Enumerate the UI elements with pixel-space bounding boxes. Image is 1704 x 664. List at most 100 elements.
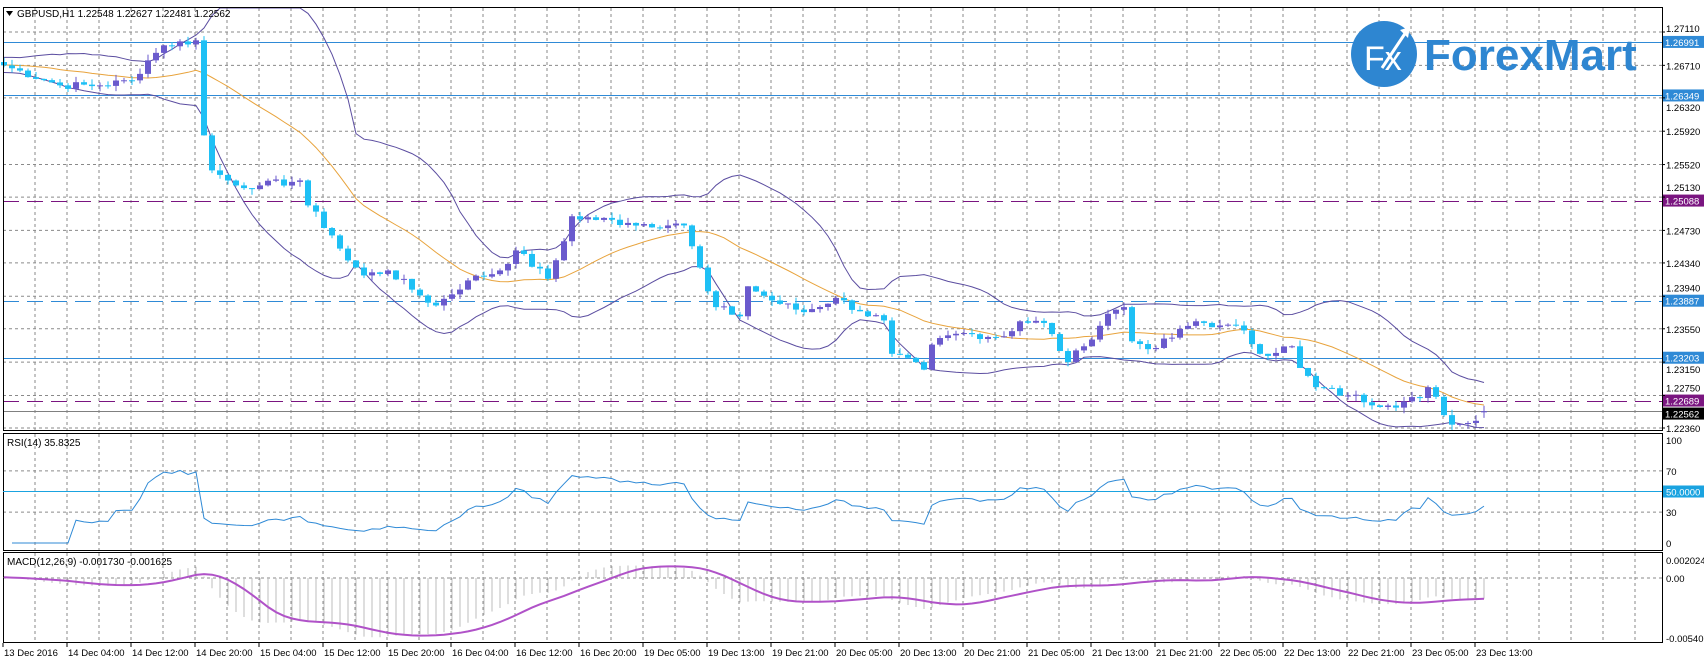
price-tick-label: 1.26320 xyxy=(1666,103,1700,114)
candle xyxy=(545,264,551,281)
candle xyxy=(713,290,719,311)
candle xyxy=(465,278,471,291)
candle-body xyxy=(1033,320,1039,323)
candle xyxy=(1121,302,1127,316)
candle-body xyxy=(1225,324,1231,326)
candle xyxy=(425,294,431,307)
level-price-label-box xyxy=(1663,394,1704,407)
candle xyxy=(1057,332,1063,352)
candle xyxy=(25,68,31,78)
candle xyxy=(9,59,15,73)
candle xyxy=(921,360,927,371)
candle-body xyxy=(1425,387,1431,398)
candle-body xyxy=(953,333,959,336)
candle-body xyxy=(1457,423,1463,425)
candle xyxy=(689,224,695,250)
time-tick-label: 15 Dec 12:00 xyxy=(324,648,381,659)
candle xyxy=(961,329,967,336)
candle-body xyxy=(297,180,303,182)
candle-body xyxy=(785,303,791,305)
candle xyxy=(793,297,799,315)
candle-body xyxy=(665,225,671,229)
candle xyxy=(1161,333,1167,349)
candle-body xyxy=(9,65,15,69)
candle-body xyxy=(1249,330,1255,345)
candle-body xyxy=(169,45,175,47)
candle xyxy=(281,175,287,188)
rsi-title: RSI(14) 35.8325 xyxy=(7,438,81,449)
candle-body xyxy=(497,270,503,275)
candle-body xyxy=(1377,405,1383,407)
candle xyxy=(185,36,191,48)
candle xyxy=(1281,346,1287,354)
candle-body xyxy=(1161,338,1167,348)
candle-body xyxy=(81,82,87,85)
candle-body xyxy=(1273,352,1279,356)
candle xyxy=(945,330,951,341)
candle xyxy=(481,271,487,281)
candle-body xyxy=(313,205,319,212)
candle xyxy=(1401,396,1407,414)
candle-body xyxy=(969,333,975,335)
candle xyxy=(1241,321,1247,335)
level-price-label: 1.26349 xyxy=(1665,91,1699,102)
candle-body xyxy=(553,260,559,279)
candle xyxy=(1233,319,1239,327)
candle-body xyxy=(1193,321,1199,326)
candle xyxy=(1033,316,1039,324)
candle-body xyxy=(281,179,287,186)
candle-body xyxy=(25,70,31,78)
candle-body xyxy=(897,353,903,355)
candle-body xyxy=(993,336,999,338)
candle-body xyxy=(753,286,759,292)
time-tick-label: 21 Dec 21:00 xyxy=(1156,648,1213,659)
candle-body xyxy=(433,302,439,306)
candle-body xyxy=(641,224,647,226)
level-price-label: 1.25088 xyxy=(1665,197,1699,208)
level-price-label: 1.23887 xyxy=(1665,297,1699,308)
candle xyxy=(129,76,135,85)
candle xyxy=(1425,385,1431,403)
triangle-down-icon[interactable] xyxy=(6,11,13,16)
candle xyxy=(1481,405,1487,418)
candle xyxy=(1225,323,1231,327)
candle xyxy=(553,258,559,283)
logo-circle-icon xyxy=(1351,21,1417,87)
time-tick-label: 21 Dec 13:00 xyxy=(1092,648,1149,659)
candle-body xyxy=(561,241,567,261)
candle xyxy=(969,328,975,337)
candle xyxy=(89,79,95,90)
candle xyxy=(225,173,231,185)
rsi-tick-label: 0 xyxy=(1666,539,1671,550)
time-tick-label: 15 Dec 04:00 xyxy=(260,648,317,659)
macd-panel-frame xyxy=(3,552,1663,643)
price-tick-label: 1.22360 xyxy=(1666,424,1700,435)
time-tick-label: 19 Dec 21:00 xyxy=(772,648,829,659)
candle-body xyxy=(609,217,615,220)
candle-body xyxy=(1137,341,1143,345)
logo-arrowhead-icon xyxy=(1400,27,1410,38)
candle-body xyxy=(1257,344,1263,354)
candle-body xyxy=(777,300,783,304)
candle xyxy=(649,222,655,228)
time-tick-label: 14 Dec 20:00 xyxy=(196,648,253,659)
main-panel-frame xyxy=(3,7,1663,431)
price-tick-label: 1.25520 xyxy=(1666,161,1700,172)
time-tick-label: 20 Dec 21:00 xyxy=(964,648,1021,659)
candle xyxy=(497,268,503,277)
candle-body xyxy=(473,275,479,281)
candle xyxy=(593,215,599,221)
price-tick-label: 1.23550 xyxy=(1666,325,1700,336)
candle-body xyxy=(569,216,575,242)
candle-body xyxy=(873,315,879,317)
candle xyxy=(769,291,775,307)
price-axis[interactable]: 1.26991 1.26349 1.25088 1.23887 1.23203 1.226… xyxy=(1662,24,1704,645)
candle-body xyxy=(17,68,23,71)
candle-body xyxy=(409,278,415,290)
candle-body xyxy=(273,179,279,181)
candle xyxy=(1089,336,1095,347)
time-axis[interactable]: 13 Dec 2016 14 Dec 04:00 14 Dec 12:00 14 De… xyxy=(2,643,1533,659)
candle xyxy=(353,260,359,268)
candle xyxy=(49,78,55,83)
